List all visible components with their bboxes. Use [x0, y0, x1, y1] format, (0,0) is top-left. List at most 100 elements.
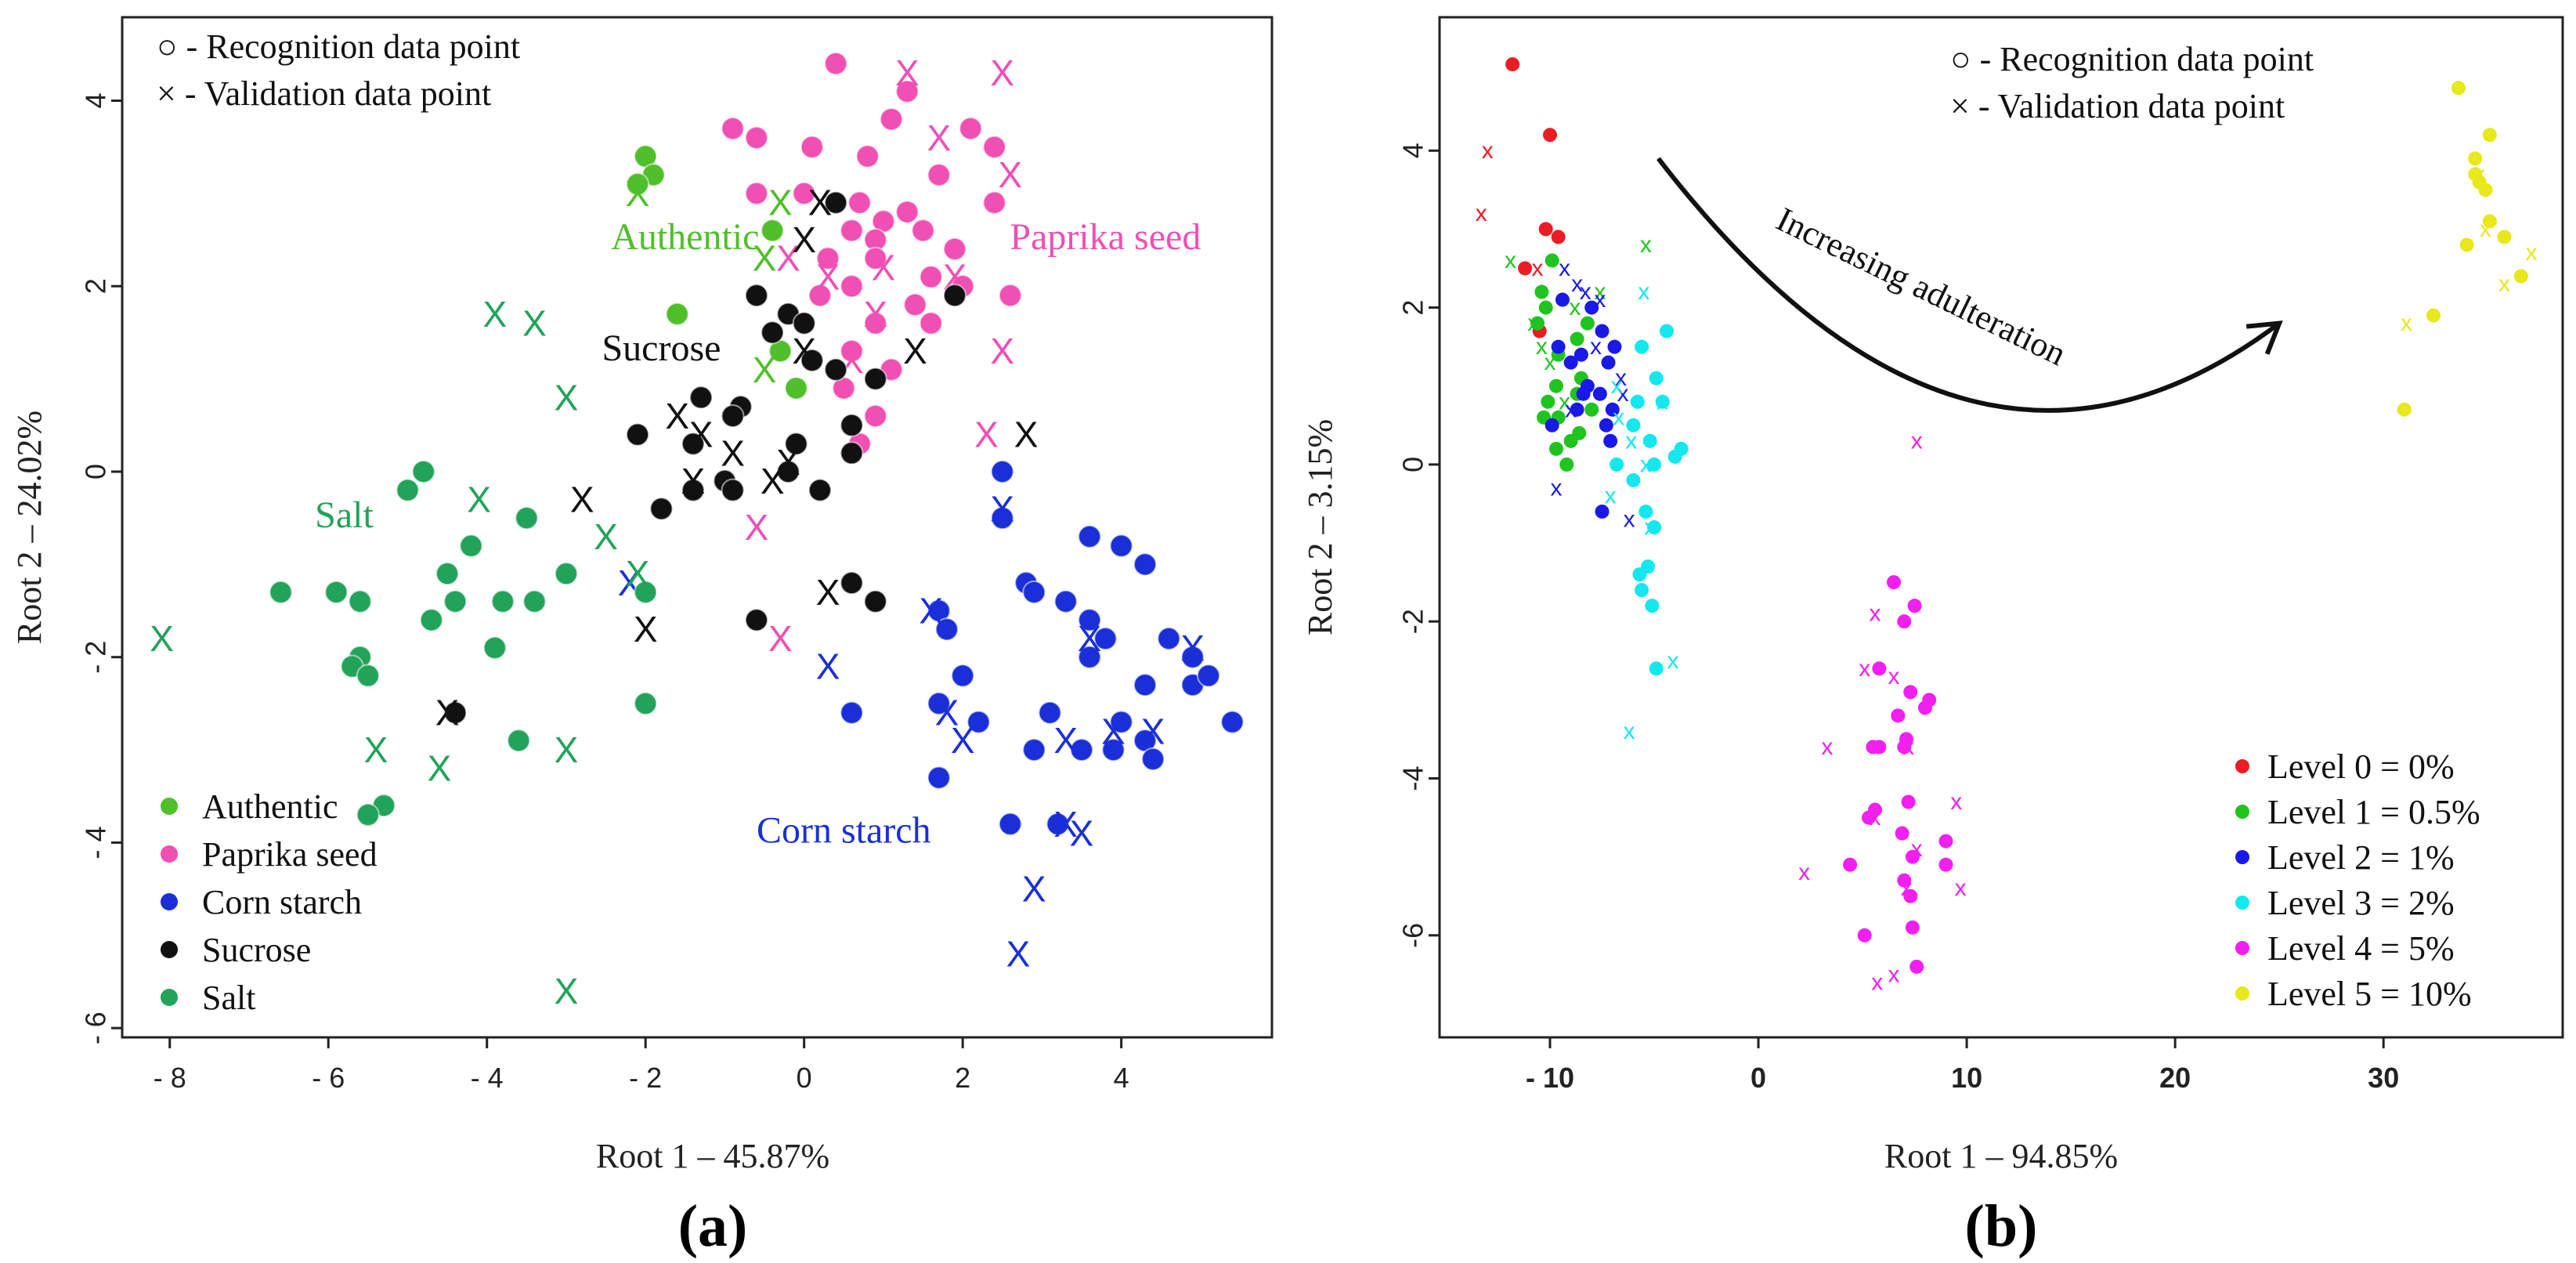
point-paprika-seed-recognition-25: [998, 284, 1022, 308]
point-level-2-1-validation-2: x: [1580, 279, 1591, 305]
legend-swatch-corn-starch: [161, 893, 178, 910]
point-level-3-2-recognition-10: [1610, 457, 1624, 472]
point-level-1-0-5-recognition-5: [1548, 378, 1563, 393]
point-corn-starch-recognition-4: [1133, 552, 1158, 577]
point-sucrose-validation-11: X: [570, 479, 594, 519]
legend-label-level-4-5: Level 4 = 5%: [2267, 929, 2455, 968]
point-authentic-recognition-4: [761, 219, 785, 243]
point-level-4-5-recognition-15: [1895, 826, 1909, 841]
point-corn-starch-recognition-1: [990, 506, 1014, 530]
point-level-4-5-recognition-24: [1909, 959, 1924, 974]
point-level-4-5-validation-6: x: [1950, 789, 1962, 815]
x-axis-label-b: Root 1 – 94.85%: [1884, 1137, 2118, 1175]
point-salt-recognition-19: [507, 729, 531, 753]
point-paprika-seed-recognition-9: [927, 163, 951, 187]
legend-swatch-salt: [161, 989, 178, 1006]
point-corn-starch-recognition-22: [966, 710, 991, 734]
point-sucrose-recognition-7: [824, 357, 848, 382]
point-salt-recognition-9: [443, 589, 468, 613]
point-sucrose-validation-3: X: [903, 331, 927, 371]
point-authentic-recognition-2: [626, 172, 650, 197]
legend-swatch-level-4-5: [2235, 941, 2249, 955]
point-salt-recognition-18: [634, 691, 658, 715]
point-level-4-5-recognition-11: [1897, 740, 1912, 755]
point-sucrose-recognition-17: [840, 441, 864, 465]
point-sucrose-recognition-5: [761, 320, 785, 345]
point-level-4-5-recognition-21: [1903, 888, 1918, 903]
point-level-2-1-recognition-2: [1551, 339, 1566, 354]
point-level-2-1-validation-7: x: [1550, 475, 1562, 501]
point-salt-recognition-11: [522, 589, 547, 613]
y-tick-label-b-2: -2: [1397, 609, 1429, 634]
x-axis-label-a: Root 1 – 45.87%: [596, 1137, 829, 1175]
point-level-5-10-recognition-6: [2482, 214, 2497, 229]
legend-label-corn-starch: Corn starch: [202, 883, 362, 921]
y-tick-label-a-1: - 4: [80, 826, 112, 859]
point-sucrose-recognition-9: [689, 385, 714, 410]
group-label-paprika-seed: Paprika seed: [1010, 216, 1201, 258]
point-level-4-5-recognition-14: [1862, 810, 1877, 825]
point-level-1-0-5-validation-2: x: [1536, 334, 1548, 360]
point-salt-recognition-6: [269, 580, 293, 604]
point-level-0-0-validation-2: x: [1532, 255, 1544, 281]
point-level-3-2-validation-6: x: [1605, 483, 1617, 508]
point-level-3-2-validation-4: x: [1625, 428, 1637, 454]
panel-label-b: (b): [1965, 1193, 2038, 1259]
point-sucrose-recognition-13: [626, 422, 650, 447]
marker-legend-b: ○ - Recognition data point × - Validatio…: [1950, 40, 2314, 125]
point-paprika-seed-recognition-22: [840, 274, 864, 299]
point-corn-starch-recognition-25: [1022, 738, 1046, 762]
legend-swatch-level-0-0: [2235, 759, 2249, 773]
point-salt-recognition-12: [634, 580, 658, 604]
point-salt-validation-2: X: [555, 377, 579, 418]
point-level-3-2-validation-1: x: [1611, 373, 1623, 399]
point-level-1-0-5-recognition-2: [1538, 300, 1553, 315]
point-sucrose-validation-6: X: [721, 432, 745, 473]
point-paprika-seed-recognition-33: [863, 404, 887, 428]
point-salt-recognition-17: [356, 664, 380, 688]
y-axis-label-a: Root 2 – 24.02%: [10, 411, 49, 644]
point-level-4-5-recognition-16: [1938, 834, 1953, 849]
point-level-5-10-recognition-2: [2468, 151, 2483, 166]
point-level-2-1-recognition-3: [1563, 355, 1578, 370]
point-level-2-1-validation-9: x: [1565, 396, 1577, 422]
point-salt-recognition-21: [356, 802, 380, 827]
point-salt-recognition-8: [348, 589, 372, 613]
legend-a: Authentic Paprika seed Corn starch Sucrose S…: [161, 787, 378, 1017]
point-paprika-seed-recognition-20: [911, 219, 935, 243]
legend-swatch-level-2-1: [2235, 850, 2249, 864]
legend-label-authentic: Authentic: [202, 787, 338, 826]
panel-label-a: (a): [678, 1193, 748, 1259]
y-tick-label-a-0: - 6: [80, 1011, 112, 1044]
point-corn-starch-recognition-23: [1109, 710, 1133, 734]
point-paprika-seed-recognition-0: [824, 52, 848, 76]
group-label-salt: Salt: [315, 494, 374, 536]
point-corn-starch-recognition-0: [990, 459, 1014, 483]
point-sucrose-validation-13: X: [634, 609, 658, 650]
point-level-3-2-recognition-4: [1655, 394, 1670, 409]
point-paprika-seed-recognition-5: [721, 117, 745, 141]
point-salt-validation-5: X: [626, 553, 650, 594]
point-level-4-5-validation-9: x: [1798, 859, 1810, 885]
point-level-3-2-recognition-2: [1649, 371, 1664, 385]
point-paprika-seed-recognition-27: [919, 311, 943, 335]
legend-label-level-2-1: Level 2 = 1%: [2267, 838, 2455, 877]
point-paprika-seed-recognition-19: [863, 246, 887, 270]
point-level-4-5-recognition-17: [1905, 849, 1920, 864]
plot-frame-b: [1438, 16, 2564, 1039]
point-paprika-seed-validation-4: X: [776, 238, 800, 279]
point-level-4-5-validation-5: x: [1902, 734, 1914, 760]
point-level-1-0-5-recognition-0: [1545, 253, 1559, 268]
point-paprika-seed-recognition-4: [982, 135, 1006, 159]
point-paprika-seed-validation-13: X: [768, 618, 793, 659]
point-level-2-1-recognition-10: [1576, 386, 1591, 401]
point-corn-starch-recognition-19: [927, 691, 951, 715]
point-paprika-seed-recognition-12: [792, 181, 816, 205]
point-salt-recognition-13: [419, 608, 443, 632]
y-tick-label-a-2: - 2: [80, 641, 112, 674]
point-level-4-5-recognition-0: [1886, 575, 1901, 590]
